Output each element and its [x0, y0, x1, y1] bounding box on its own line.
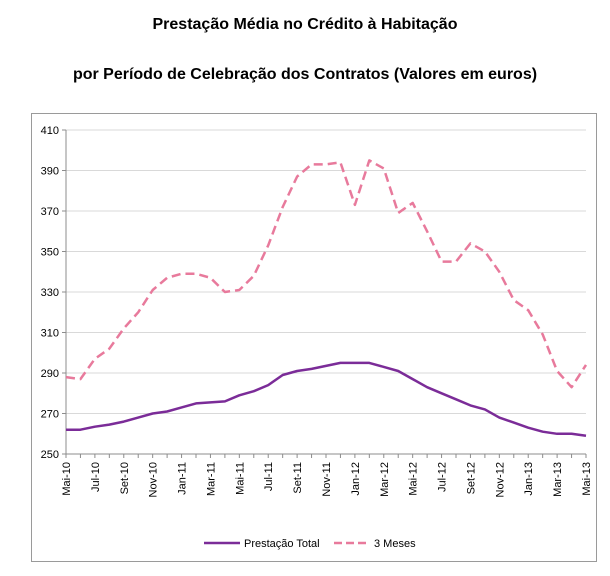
chart-area: 250 270 290 310 330 350 370 390 410 Mai-10 Jul-10…: [31, 113, 597, 562]
x-tick-label: Nov-10: [148, 462, 160, 497]
x-tick-label: Jul-12: [437, 462, 449, 492]
y-tick-label: 270: [41, 409, 59, 421]
x-tick-label: Mai-11: [234, 462, 246, 495]
legend-label-1: 3 Meses: [374, 538, 416, 550]
x-tick-label: Set-12: [465, 462, 477, 494]
y-tick-label: 290: [41, 368, 59, 380]
x-tick-label: Jan-13: [523, 462, 535, 496]
series-line-0: [66, 361, 587, 438]
legend-label-0: Prestação Total: [244, 538, 320, 550]
x-tick-label: Set-11: [292, 462, 304, 494]
y-tick-label: 310: [41, 328, 59, 340]
y-tick-label: 410: [41, 125, 59, 137]
chart-subtitle: por Período de Celebração dos Contratos …: [72, 66, 538, 83]
x-tick-label: Mar-13: [552, 462, 564, 497]
series-lines: [65, 159, 588, 438]
y-tick-label: 330: [41, 287, 59, 299]
x-tick-label: Jul-10: [90, 462, 102, 492]
x-tick-label: Jul-11: [263, 462, 275, 491]
y-tick-label: 390: [41, 166, 59, 178]
grid-lines: [66, 129, 586, 455]
line-chart: 250 270 290 310 330 350 370 390 410 Mai-10 Jul-10…: [41, 125, 593, 550]
x-tick-label: Nov-12: [494, 462, 506, 497]
legend: Prestação Total 3 Meses: [204, 538, 416, 550]
x-tick-label: Mar-11: [205, 462, 217, 496]
x-tick-label: Jan-12: [350, 462, 362, 496]
series-line-1: [65, 159, 588, 389]
x-tick-label: Mar-12: [379, 462, 391, 497]
chart-title: Prestação Média no Crédito à Habitação: [152, 16, 458, 33]
y-tick-label: 350: [41, 247, 59, 259]
y-tick-label: 370: [41, 206, 59, 218]
x-tick-label: Nov-11: [321, 462, 333, 497]
x-tick-label: Mai-13: [581, 462, 593, 496]
x-tick-label: Jan-11: [177, 462, 189, 495]
y-tick-label: 250: [41, 449, 59, 461]
x-tick-label: Mai-10: [61, 462, 73, 496]
y-axis-ticks: 250 270 290 310 330 350 370 390 410: [41, 125, 66, 461]
x-tick-label: Set-10: [119, 462, 131, 494]
x-tick-label: Mai-12: [408, 462, 420, 496]
x-axis-ticks: Mai-10 Jul-10 Set-10 Nov-10 Jan-11 Mar-11 Mai-…: [61, 454, 593, 497]
